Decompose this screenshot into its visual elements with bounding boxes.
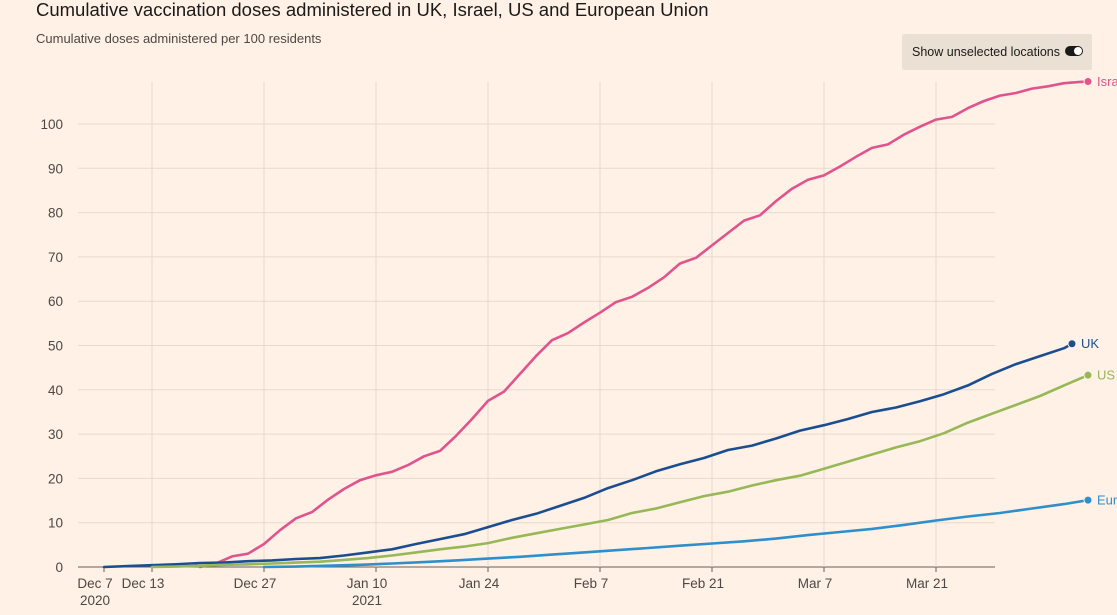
y-tick-label: 10	[48, 516, 63, 531]
series-end-marker-israel	[1083, 76, 1093, 86]
series-end-marker-uk	[1067, 339, 1077, 349]
y-tick-label: 0	[55, 560, 63, 575]
series-line-us	[150, 373, 1090, 569]
toggle-switch-icon[interactable]	[1065, 46, 1083, 56]
y-tick-label: 50	[48, 339, 63, 354]
series-line-uk	[102, 342, 1074, 569]
x-tick-label: Jan 10	[347, 576, 388, 591]
series-line-european-union	[262, 498, 1090, 569]
series-label-european-union: European Union	[1097, 493, 1117, 508]
toggle-label: Show unselected locations	[912, 45, 1061, 59]
y-tick-label: 30	[48, 427, 63, 442]
x-tick-label: Dec 27	[234, 576, 277, 591]
x-tick-label: Dec 13	[122, 576, 165, 591]
series-label-us: US	[1097, 368, 1115, 383]
y-tick-label: 40	[48, 383, 63, 398]
y-tick-label: 20	[48, 471, 63, 486]
y-tick-label: 70	[48, 250, 63, 265]
y-tick-label: 90	[48, 161, 63, 176]
x-tick-label: Mar 7	[798, 576, 833, 591]
series-end-marker-us	[1083, 370, 1093, 380]
x-tick-label: Mar 21	[906, 576, 948, 591]
series-label-uk: UK	[1081, 336, 1099, 351]
show-unselected-locations-toggle[interactable]: Show unselected locations	[902, 34, 1092, 70]
x-tick-label: Dec 7	[77, 576, 112, 591]
x-tick-sublabel: 2021	[352, 593, 382, 608]
series-end-marker-european-union	[1083, 495, 1093, 505]
y-tick-label: 100	[40, 117, 63, 132]
chart-subtitle: Cumulative doses administered per 100 re…	[36, 31, 322, 46]
x-tick-label: Jan 24	[459, 576, 500, 591]
x-tick-label: Feb 21	[682, 576, 724, 591]
x-tick-sublabel: 2020	[80, 593, 110, 608]
y-tick-label: 60	[48, 294, 63, 309]
series-label-israel: Israel	[1097, 74, 1117, 89]
series-line-israel	[198, 80, 1090, 569]
x-tick-label: Feb 7	[574, 576, 609, 591]
y-tick-label: 80	[48, 206, 63, 221]
chart-title: Cumulative vaccination doses administere…	[36, 0, 709, 20]
